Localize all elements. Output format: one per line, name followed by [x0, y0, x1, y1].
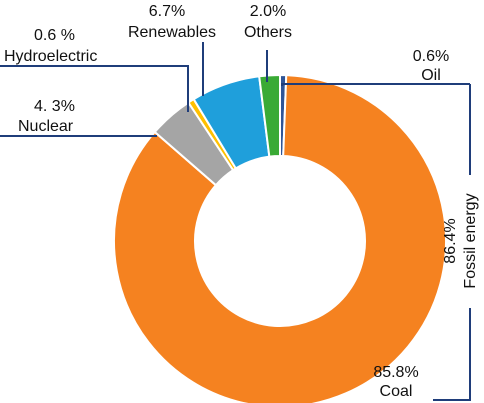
fossil-energy-name: Fossil energy	[462, 193, 479, 288]
renewables-value: 6.7%	[149, 3, 185, 20]
leader-hydroelectric	[0, 65, 189, 112]
nuclear-label: 4. 3% Nuclear	[18, 98, 75, 135]
hydroelectric-label: 0.6 % Hydroelectric	[4, 27, 97, 65]
nuclear-name: Nuclear	[18, 118, 74, 135]
nuclear-value: 4. 3%	[34, 98, 75, 115]
others-value: 2.0%	[250, 3, 286, 20]
fossil-energy-value: 86.4%	[442, 218, 459, 263]
leader-lines	[0, 42, 471, 401]
others-name: Others	[244, 24, 292, 41]
oil-value: 0.6%	[413, 48, 449, 65]
donut-slices	[113, 73, 447, 403]
renewables-label: 6.7% Renewables	[128, 3, 216, 41]
fossil-energy-annotation: 86.4% Fossil energy	[442, 193, 479, 288]
bracket-fossil-bottom	[433, 308, 471, 401]
leader-oil	[281, 83, 470, 86]
coal-name: Coal	[380, 383, 413, 400]
hydroelectric-name: Hydroelectric	[4, 48, 97, 65]
renewables-name: Renewables	[128, 24, 216, 41]
oil-label: 0.6% Oil	[413, 48, 449, 84]
slice-coal	[113, 74, 447, 403]
oil-name: Oil	[421, 67, 441, 84]
coal-value: 85.8%	[373, 364, 418, 381]
coal-label: 85.8% Coal	[373, 364, 418, 400]
others-label: 2.0% Others	[244, 3, 292, 41]
hydroelectric-value: 0.6 %	[34, 27, 75, 44]
